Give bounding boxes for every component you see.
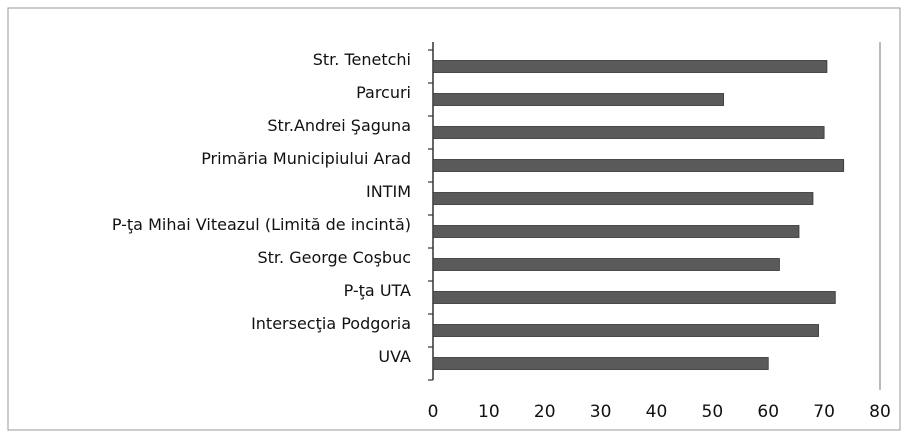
chart-frame (7, 7, 901, 431)
bar (432, 126, 825, 139)
bar (432, 357, 769, 370)
x-tick-label: 80 (869, 402, 891, 422)
bar (432, 324, 819, 337)
bar (432, 159, 845, 172)
y-tick-label: Parcuri (356, 83, 411, 102)
y-tick-label: P-ţa Mihai Viteazul (Limită de incintă) (112, 215, 411, 234)
bar (432, 258, 780, 271)
x-tick-label: 60 (757, 402, 779, 422)
bar (432, 291, 836, 304)
y-tick-label: INTIM (366, 182, 411, 201)
y-tick-label: Str. George Coşbuc (257, 248, 411, 267)
x-tick-label: 30 (590, 402, 612, 422)
y-tick-label: Intersecţia Podgoria (251, 314, 411, 333)
y-tick-label: Str. Tenetchi (313, 50, 411, 69)
bar (432, 192, 814, 205)
x-tick-label: 0 (428, 402, 439, 422)
y-tick-label: Str.Andrei Şaguna (267, 116, 411, 135)
bar (432, 93, 724, 106)
x-tick-label: 70 (813, 402, 835, 422)
y-tick-label: UVA (378, 347, 411, 366)
x-tick-label: 10 (478, 402, 500, 422)
y-tick-label: P-ţa UTA (344, 281, 411, 300)
x-tick-label: 40 (646, 402, 668, 422)
bar (432, 225, 800, 238)
x-tick-label: 50 (702, 402, 724, 422)
y-tick-label: Primăria Municipiului Arad (201, 149, 411, 168)
x-tick-label: 20 (534, 402, 556, 422)
bar (432, 60, 828, 73)
